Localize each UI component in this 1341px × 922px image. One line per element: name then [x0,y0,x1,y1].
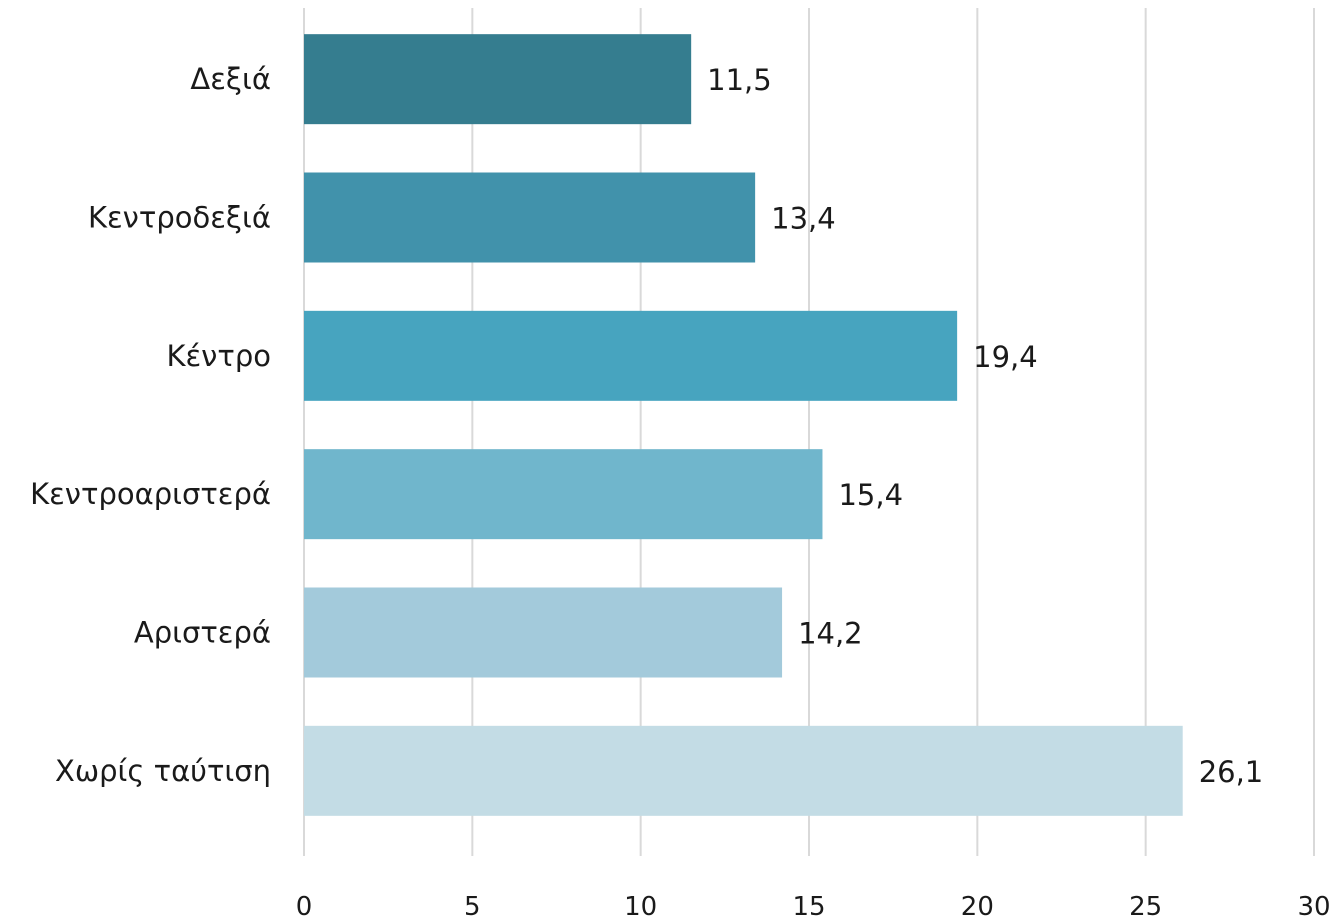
tick-layer: 0 5 10 15 20 25 30 [296,892,1331,922]
category-label: Αριστερά [134,616,271,650]
bar [304,310,958,401]
bar-layer [304,34,1183,816]
bar [304,449,823,540]
category-label: Κεντροαριστερά [30,477,271,511]
category-label: Κεντροδεξιά [88,201,271,235]
data-label: 11,5 [707,63,772,97]
category-label: Χωρίς ταύτιση [55,754,271,788]
x-tick-label: 0 [296,892,313,922]
bar [304,172,756,263]
bar [304,34,692,125]
data-label: 15,4 [838,478,903,512]
x-tick-label: 20 [961,892,994,922]
data-label: 19,4 [973,340,1038,374]
category-label: Κέντρο [166,339,271,373]
bar [304,725,1183,816]
data-label: 26,1 [1199,755,1264,789]
x-tick-label: 30 [1297,892,1330,922]
x-tick-label: 15 [792,892,825,922]
bar [304,587,783,678]
grid-layer [303,8,1315,856]
label-layer: Δεξιά 11,5 Κεντροδεξιά 13,4 Κέντρο 19,4 Κεντρο… [30,62,1263,789]
x-tick-label: 25 [1129,892,1162,922]
x-tick-label: 10 [624,892,657,922]
data-label: 14,2 [798,617,863,651]
category-label: Δεξιά [190,62,271,96]
x-tick-label: 5 [464,892,481,922]
data-label: 13,4 [771,202,836,236]
